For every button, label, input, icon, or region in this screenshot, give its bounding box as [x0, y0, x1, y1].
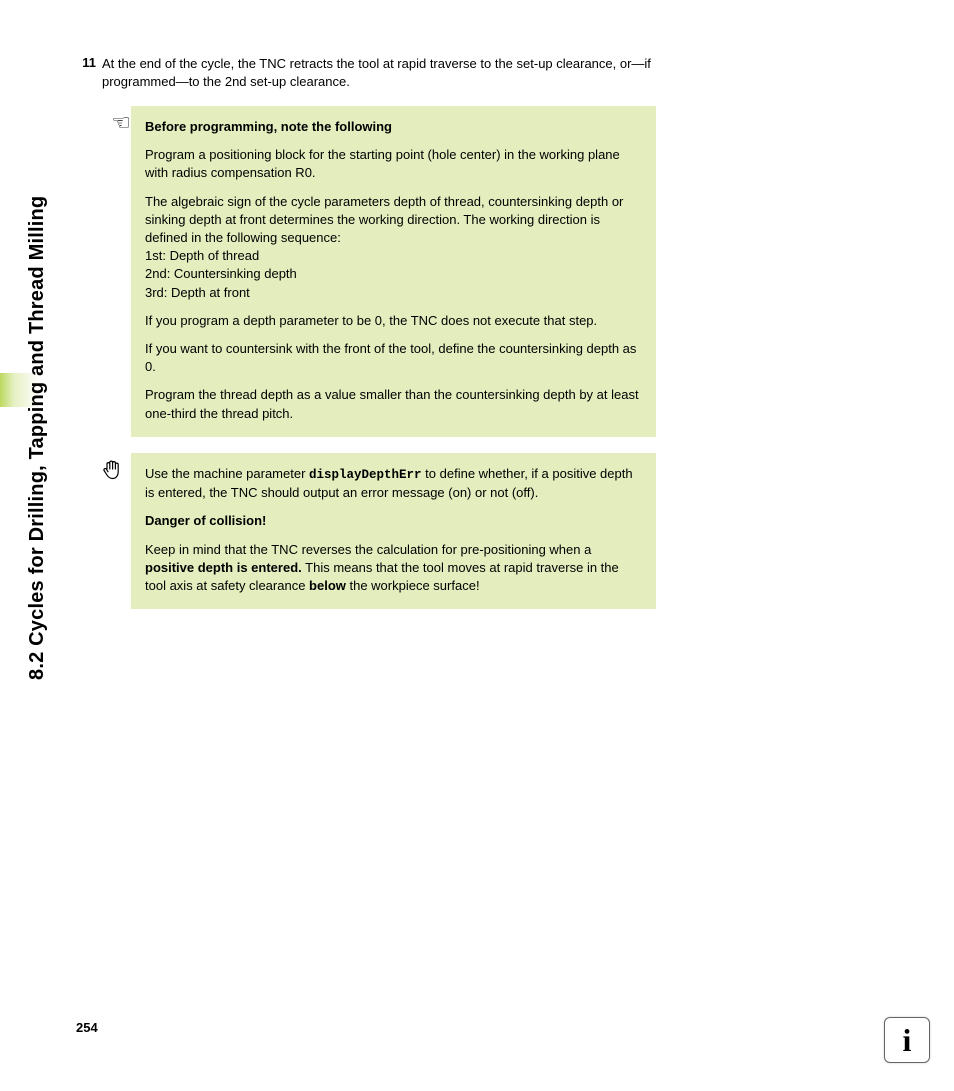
section-title: 8.2 Cycles for Drilling, Tapping and Thr… [26, 196, 49, 680]
note2-strong2: below [309, 578, 346, 593]
main-content: 11 At the end of the cycle, the TNC retr… [76, 55, 656, 625]
note1-sequence-block: The algebraic sign of the cycle paramete… [145, 193, 642, 302]
note1-p1: Program a positioning block for the star… [145, 146, 642, 182]
note2-p2: Keep in mind that the TNC reverses the c… [145, 541, 642, 596]
page: 8.2 Cycles for Drilling, Tapping and Thr… [0, 0, 954, 1091]
page-number: 254 [76, 1020, 98, 1035]
info-icon[interactable]: i [884, 1017, 930, 1063]
note1-heading: Before programming, note the following [145, 118, 642, 136]
intro-text: At the end of the cycle, the TNC retract… [102, 55, 656, 90]
note1-seq2: 2nd: Countersinking depth [145, 265, 642, 283]
info-icon-glyph: i [903, 1024, 912, 1056]
note2-p2c: the workpiece surface! [346, 578, 480, 593]
note1-p5: Program the thread depth as a value smal… [145, 386, 642, 422]
note1-seq1: 1st: Depth of thread [145, 247, 642, 265]
note1-seq3: 3rd: Depth at front [145, 284, 642, 302]
note1-p4: If you want to countersink with the fron… [145, 340, 642, 376]
note2-heading: Danger of collision! [145, 512, 642, 530]
note-box-1: Before programming, note the following P… [131, 106, 656, 437]
note1-p2: The algebraic sign of the cycle paramete… [145, 193, 642, 248]
note-box-1-wrap: ☞ Before programming, note the following… [101, 106, 656, 437]
note2-param: displayDepthErr [309, 468, 422, 482]
note2-p2a: Keep in mind that the TNC reverses the c… [145, 542, 591, 557]
note2-p1: Use the machine parameter displayDepthEr… [145, 465, 642, 503]
note-box-2: Use the machine parameter displayDepthEr… [131, 453, 656, 609]
note2-p1a: Use the machine parameter [145, 466, 309, 481]
intro-row: 11 At the end of the cycle, the TNC retr… [76, 55, 656, 90]
note2-strong1: positive depth is entered. [145, 560, 302, 575]
intro-number: 11 [76, 55, 96, 90]
stop-hand-icon [101, 453, 131, 489]
hand-icon-svg [101, 459, 125, 485]
pointing-hand-icon: ☞ [101, 106, 131, 134]
note-box-2-wrap: Use the machine parameter displayDepthEr… [101, 453, 656, 609]
note1-p3: If you program a depth parameter to be 0… [145, 312, 642, 330]
